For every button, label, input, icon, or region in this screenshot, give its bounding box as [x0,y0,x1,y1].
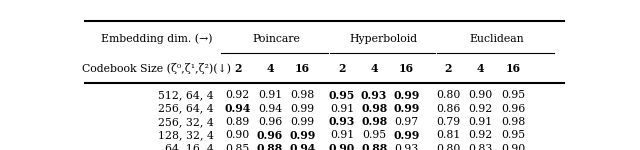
Text: 0.93: 0.93 [329,116,355,128]
Text: 0.93: 0.93 [361,90,387,101]
Text: 0.96: 0.96 [258,117,282,127]
Text: 4: 4 [266,63,274,74]
Text: 0.99: 0.99 [291,117,315,127]
Text: Hyperboloid: Hyperboloid [349,34,418,44]
Text: 512, 64, 4: 512, 64, 4 [158,90,214,100]
Text: 4: 4 [371,63,378,74]
Text: 2: 2 [444,63,452,74]
Text: 0.98: 0.98 [361,103,387,114]
Text: 0.89: 0.89 [226,117,250,127]
Text: 0.90: 0.90 [501,144,525,150]
Text: 0.93: 0.93 [394,144,419,150]
Text: 16: 16 [506,63,520,74]
Text: 64, 16, 4: 64, 16, 4 [165,144,214,150]
Text: 0.83: 0.83 [468,144,493,150]
Text: 128, 32, 4: 128, 32, 4 [158,130,214,140]
Text: Embedding dim. (→): Embedding dim. (→) [101,33,212,44]
Text: 0.80: 0.80 [436,90,460,100]
Text: 0.81: 0.81 [436,130,460,140]
Text: 0.88: 0.88 [257,143,283,150]
Text: 0.95: 0.95 [501,90,525,100]
Text: 0.94: 0.94 [289,143,316,150]
Text: 0.79: 0.79 [436,117,460,127]
Text: 0.86: 0.86 [436,104,460,114]
Text: 0.99: 0.99 [291,104,315,114]
Text: Euclidean: Euclidean [469,34,524,44]
Text: 4: 4 [477,63,484,74]
Text: 0.94: 0.94 [225,103,251,114]
Text: 0.90: 0.90 [468,90,493,100]
Text: Codebook Size (ζ⁰,ζ¹,ζ²)(↓): Codebook Size (ζ⁰,ζ¹,ζ²)(↓) [83,63,232,74]
Text: 0.92: 0.92 [226,90,250,100]
Text: 0.95: 0.95 [362,130,386,140]
Text: 0.99: 0.99 [289,130,316,141]
Text: 2: 2 [234,63,241,74]
Text: 0.95: 0.95 [501,130,525,140]
Text: 16: 16 [295,63,310,74]
Text: 0.88: 0.88 [361,143,387,150]
Text: 256, 32, 4: 256, 32, 4 [158,117,214,127]
Text: 0.92: 0.92 [468,104,493,114]
Text: 0.90: 0.90 [329,143,355,150]
Text: 0.91: 0.91 [258,90,282,100]
Text: 0.95: 0.95 [329,90,355,101]
Text: 0.96: 0.96 [501,104,525,114]
Text: 256, 64, 4: 256, 64, 4 [158,104,214,114]
Text: 0.99: 0.99 [393,90,419,101]
Text: 0.85: 0.85 [226,144,250,150]
Text: 0.80: 0.80 [436,144,460,150]
Text: 16: 16 [399,63,414,74]
Text: 0.98: 0.98 [361,116,387,128]
Text: 0.91: 0.91 [330,130,354,140]
Text: 0.97: 0.97 [394,117,419,127]
Text: Poincare: Poincare [252,34,300,44]
Text: 0.96: 0.96 [257,130,283,141]
Text: 0.94: 0.94 [258,104,282,114]
Text: 0.90: 0.90 [226,130,250,140]
Text: 2: 2 [338,63,346,74]
Text: 0.99: 0.99 [393,130,419,141]
Text: 0.91: 0.91 [330,104,354,114]
Text: 0.98: 0.98 [291,90,315,100]
Text: 0.99: 0.99 [393,103,419,114]
Text: 0.92: 0.92 [468,130,493,140]
Text: 0.91: 0.91 [468,117,493,127]
Text: 0.98: 0.98 [501,117,525,127]
